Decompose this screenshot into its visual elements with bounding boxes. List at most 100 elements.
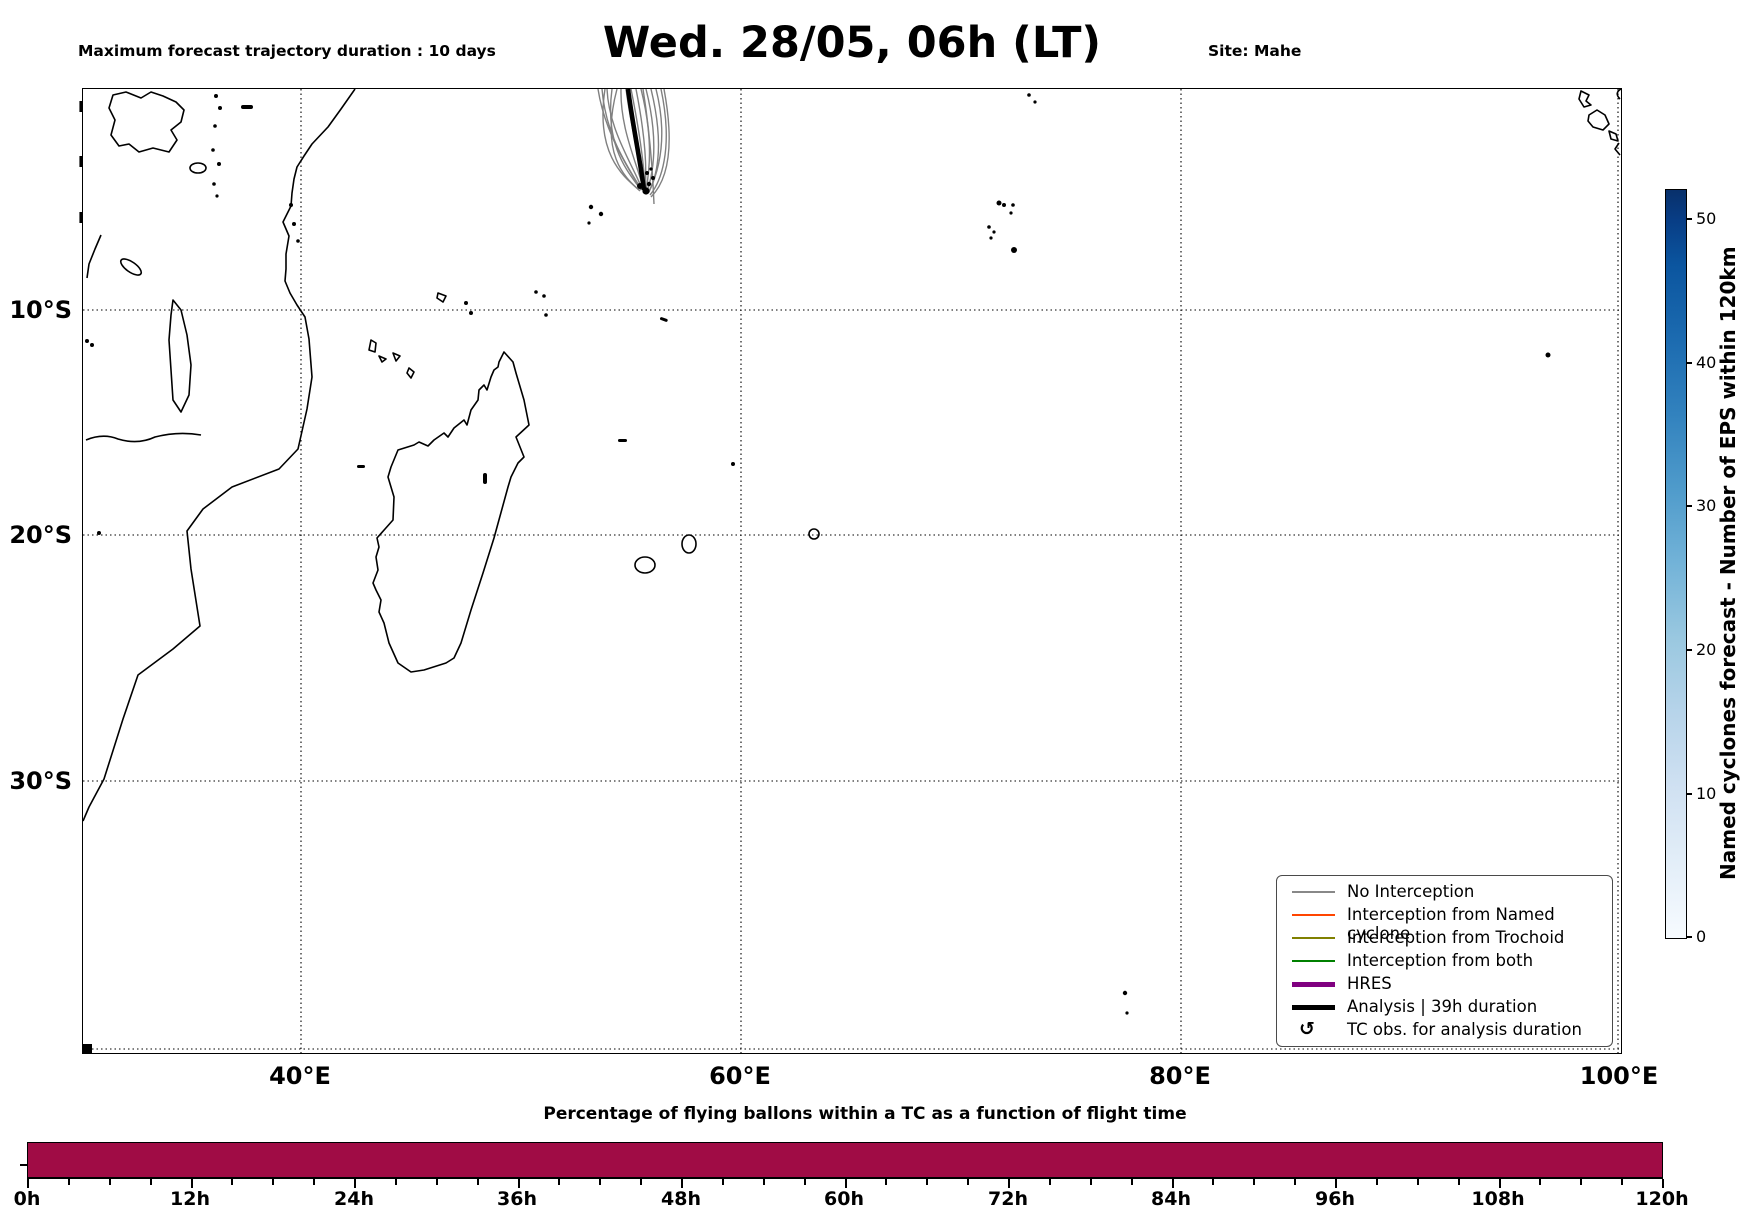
minor-tick bbox=[1580, 1179, 1583, 1185]
legend-label: Analysis | 39h duration bbox=[1347, 997, 1538, 1016]
cbar-tick-0 bbox=[1686, 936, 1692, 938]
corner-islet-3 bbox=[1608, 130, 1619, 142]
time-tick-12h: 12h bbox=[170, 1188, 210, 1210]
eps-count-colorbar bbox=[1665, 189, 1687, 939]
lake-tanganyika-fragment bbox=[86, 234, 102, 279]
grande-comore bbox=[368, 339, 377, 353]
time-tick-96h: 96h bbox=[1315, 1188, 1355, 1210]
tc-percentage-bar bbox=[27, 1142, 1663, 1178]
minor-tick bbox=[1621, 1179, 1624, 1185]
minor-tick bbox=[599, 1179, 602, 1185]
minor-tick bbox=[926, 1179, 929, 1185]
time-tick-108h: 108h bbox=[1471, 1188, 1525, 1210]
minor-tick bbox=[1375, 1179, 1378, 1185]
major-tick bbox=[27, 1179, 29, 1188]
mauritius-island bbox=[681, 534, 697, 554]
gray-line-sample bbox=[1292, 891, 1335, 893]
major-tick bbox=[1498, 1179, 1501, 1188]
island-specks bbox=[83, 93, 1551, 1053]
time-tick-72h: 72h bbox=[988, 1188, 1028, 1210]
legend-item-analysis: Analysis | 39h duration bbox=[1277, 996, 1612, 1019]
green-line-sample bbox=[1292, 960, 1335, 962]
corner-island-2 bbox=[1587, 109, 1610, 131]
cbar-ticklabel-0: 0 bbox=[1696, 927, 1707, 946]
minor-tick bbox=[1539, 1179, 1542, 1185]
minor-tick bbox=[1130, 1179, 1133, 1185]
map-legend: No Interception Interception from Named … bbox=[1276, 875, 1613, 1047]
legend-item-named-cyclone: Interception from Named cyclone bbox=[1277, 904, 1612, 943]
minor-tick bbox=[762, 1179, 765, 1185]
minor-tick bbox=[640, 1179, 643, 1185]
time-tick-36h: 36h bbox=[497, 1188, 537, 1210]
comoro-islet-2 bbox=[392, 352, 401, 362]
bottom-x-axis bbox=[27, 1177, 1663, 1179]
minor-tick bbox=[313, 1179, 316, 1185]
corner-edge-fragment bbox=[1614, 142, 1621, 156]
tc-obs-markers bbox=[587, 167, 655, 225]
minor-tick bbox=[1294, 1179, 1297, 1185]
major-tick bbox=[844, 1179, 847, 1188]
cbar-ticklabel-20: 20 bbox=[1696, 640, 1717, 659]
map-canvas bbox=[82, 88, 1622, 1053]
lake-victoria bbox=[108, 91, 185, 153]
time-tick-24h: 24h bbox=[334, 1188, 374, 1210]
legend-item-trochoid: Interception from Trochoid bbox=[1277, 927, 1612, 950]
legend-label: Interception from Trochoid bbox=[1347, 928, 1565, 947]
purple-line-sample bbox=[1292, 982, 1335, 987]
legend-label: TC obs. for analysis duration bbox=[1347, 1020, 1582, 1039]
mayotte bbox=[406, 367, 415, 379]
cbar-tick-40 bbox=[1686, 362, 1692, 364]
legend-label: Interception from both bbox=[1347, 951, 1534, 970]
minor-tick bbox=[1416, 1179, 1419, 1185]
lat-tick-30s: 30°S bbox=[9, 767, 72, 795]
orangered-line-sample bbox=[1292, 914, 1335, 916]
reunion-island bbox=[634, 556, 656, 574]
minor-tick bbox=[558, 1179, 561, 1185]
lat-tick-10s: 10°S bbox=[9, 296, 72, 324]
minor-tick bbox=[108, 1179, 111, 1185]
minor-tick bbox=[1089, 1179, 1092, 1185]
legend-label: Interception from Named cyclone bbox=[1347, 905, 1555, 943]
info-site: Site: Mahe bbox=[1208, 42, 1302, 60]
lon-tick-60e: 60°E bbox=[709, 1062, 771, 1090]
lon-tick-40e: 40°E bbox=[269, 1062, 331, 1090]
tc-obs-rotate-icon: ↺ bbox=[1299, 1018, 1315, 1040]
olive-line-sample bbox=[1292, 937, 1335, 939]
minor-tick bbox=[885, 1179, 888, 1185]
minor-tick bbox=[1457, 1179, 1460, 1185]
time-tick-48h: 48h bbox=[661, 1188, 701, 1210]
legend-item-both: Interception from both bbox=[1277, 950, 1612, 973]
small-lake-ring bbox=[189, 162, 207, 174]
cbar-ticklabel-50: 50 bbox=[1696, 209, 1717, 228]
minor-tick bbox=[67, 1179, 70, 1185]
minor-tick bbox=[1048, 1179, 1051, 1185]
major-tick bbox=[1171, 1179, 1174, 1188]
legend-item-tc-obs: ↺ TC obs. for analysis duration bbox=[1277, 1018, 1612, 1042]
minor-tick bbox=[1253, 1179, 1256, 1185]
minor-tick bbox=[231, 1179, 234, 1185]
time-tick-120h: 120h bbox=[1635, 1188, 1689, 1210]
rodrigues-island bbox=[808, 528, 820, 540]
legend-label: HRES bbox=[1347, 974, 1392, 993]
corner-islet-1 bbox=[1578, 90, 1592, 108]
major-tick bbox=[681, 1179, 683, 1188]
madagascar-coastline bbox=[372, 351, 530, 673]
graticule-gridlines bbox=[83, 89, 1621, 1053]
major-tick bbox=[354, 1179, 356, 1188]
lake-rukwa bbox=[119, 258, 143, 276]
major-tick bbox=[190, 1179, 193, 1188]
nw-madagascar-islet bbox=[436, 292, 447, 303]
coastlines bbox=[82, 88, 1622, 822]
legend-label: No Interception bbox=[1347, 882, 1475, 901]
minor-tick bbox=[1212, 1179, 1215, 1185]
africa-coastline bbox=[82, 88, 356, 822]
lake-malawi bbox=[168, 299, 192, 413]
minor-tick bbox=[149, 1179, 152, 1185]
trajectory-map: No Interception Interception from Named … bbox=[82, 88, 1622, 1054]
bottom-chart-title: Percentage of flying ballons within a TC… bbox=[543, 1104, 1187, 1124]
time-tick-0h: 0h bbox=[13, 1188, 41, 1210]
bottom-y-tick bbox=[20, 1164, 27, 1166]
legend-item-hres: HRES bbox=[1277, 973, 1612, 996]
figure-title: Wed. 28/05, 06h (LT) bbox=[602, 18, 1102, 68]
